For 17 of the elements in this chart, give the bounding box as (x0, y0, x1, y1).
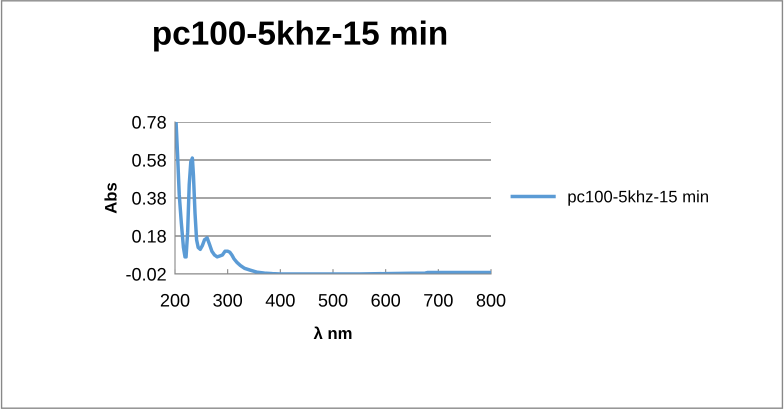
y-tick-label: 0.58 (132, 154, 166, 167)
y-tick-label: 0.78 (132, 116, 166, 129)
chart-title: pc100-5khz-15 min (154, 20, 446, 52)
y-axis-title: Abs (104, 182, 117, 214)
y-tick-label: -0.02 (126, 268, 166, 281)
x-tick-label: 500 (318, 294, 348, 307)
line-series (175, 122, 491, 274)
x-tick-label: 800 (476, 294, 506, 307)
y-tick-label: 0.18 (132, 230, 166, 243)
legend-label: pc100-5khz-15 min (568, 190, 708, 206)
x-tick-label: 400 (266, 294, 295, 307)
y-tick-label: 0.38 (132, 192, 166, 205)
x-tick-label: 600 (372, 294, 400, 307)
x-tick-label: 200 (160, 294, 190, 307)
x-tick-label: 700 (424, 294, 453, 307)
x-axis-title: λ nm (314, 326, 352, 340)
x-tick-label: 300 (213, 294, 242, 307)
